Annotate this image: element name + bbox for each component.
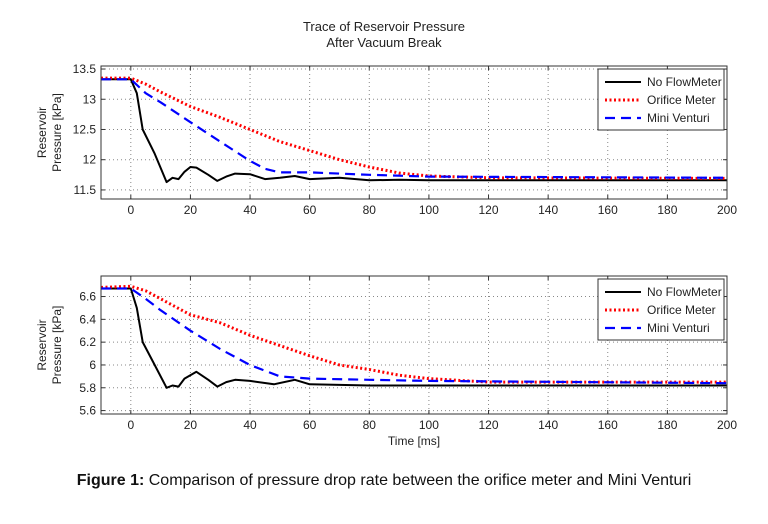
y-axis-label-line-2: Pressure [kPa] <box>50 306 64 385</box>
legend-label: Mini Venturi <box>647 111 710 125</box>
figure-caption: Figure 1: Comparison of pressure drop ra… <box>0 472 768 490</box>
x-tick-label: 60 <box>303 203 317 217</box>
x-tick-label: 180 <box>657 418 677 432</box>
y-tick-label: 6.2 <box>79 335 96 349</box>
y-axis-label-line-1: Reservoir <box>35 107 49 158</box>
caption-label: Figure 1: <box>76 472 145 489</box>
series-line-orifice-meter <box>101 76 728 180</box>
y-tick-label: 11.5 <box>74 183 97 197</box>
x-tick-label: 140 <box>538 418 558 432</box>
y-tick-label: 6.4 <box>79 312 96 326</box>
axes-frame <box>100 275 728 415</box>
y-tick-label: 5.6 <box>79 404 96 418</box>
y-tick-label: 13 <box>83 92 97 106</box>
y-tick-label: 12.5 <box>73 122 97 136</box>
x-tick-label: 200 <box>717 418 737 432</box>
x-tick-label: 60 <box>303 418 317 432</box>
y-axis-label-line-1: Reservoir <box>35 319 49 370</box>
legend: No FlowMeter Orifice Meter Mini Venturi <box>597 68 725 131</box>
y-axis-label-line-2: Pressure [kPa] <box>50 93 64 172</box>
legend-label: No FlowMeter <box>647 75 722 89</box>
x-tick-label: 20 <box>184 418 198 432</box>
legend: No FlowMeter Orifice Meter Mini Venturi <box>597 278 725 341</box>
legend-label: Mini Venturi <box>647 321 710 335</box>
x-tick-label: 160 <box>598 203 618 217</box>
plot-1: 0 20 40 60 80 100 120 140 160 180 200 11.5 12 12.5 13 1… <box>35 62 737 217</box>
x-tick-label: 80 <box>363 418 377 432</box>
figure-title-line-1: Trace of Reservoir Pressure <box>303 19 465 34</box>
figure-title-line-2: After Vacuum Break <box>326 35 442 50</box>
x-axis-label: Time [ms] <box>388 434 440 448</box>
x-tick-label: 0 <box>127 418 134 432</box>
x-tick-label: 100 <box>419 418 439 432</box>
legend-label: Orifice Meter <box>647 303 716 317</box>
y-tick-label: 13.5 <box>73 62 97 76</box>
x-tick-label: 80 <box>363 203 377 217</box>
plot-2: 0 20 40 60 80 100 120 140 160 180 200 5.6 5.8 6 6.2 6.4… <box>35 275 737 432</box>
x-tick-label: 100 <box>419 203 439 217</box>
x-tick-label: 0 <box>127 203 134 217</box>
x-tick-label: 20 <box>184 203 198 217</box>
x-tick-label: 120 <box>479 203 499 217</box>
x-tick-label: 40 <box>243 418 257 432</box>
x-tick-label: 160 <box>598 418 618 432</box>
x-tick-label: 120 <box>479 418 499 432</box>
series-line-orifice-meter <box>100 284 727 384</box>
legend-label: No FlowMeter <box>647 285 722 299</box>
y-tick-label: 12 <box>83 153 97 167</box>
axes-frame <box>100 65 728 200</box>
y-tick-label: 5.8 <box>79 381 96 395</box>
series-line-no-flowmeter <box>101 287 727 389</box>
y-tick-label: 6 <box>89 358 96 372</box>
x-tick-label: 180 <box>657 203 677 217</box>
x-tick-label: 140 <box>538 203 558 217</box>
caption-text: Comparison of pressure drop rate between… <box>144 472 692 489</box>
series-line-no-flowmeter <box>101 78 727 184</box>
series-line-mini-venturi <box>101 78 728 179</box>
legend-label: Orifice Meter <box>647 93 716 107</box>
y-tick-label: 6.6 <box>79 290 96 304</box>
x-tick-label: 40 <box>243 203 257 217</box>
x-tick-label: 200 <box>717 203 737 217</box>
